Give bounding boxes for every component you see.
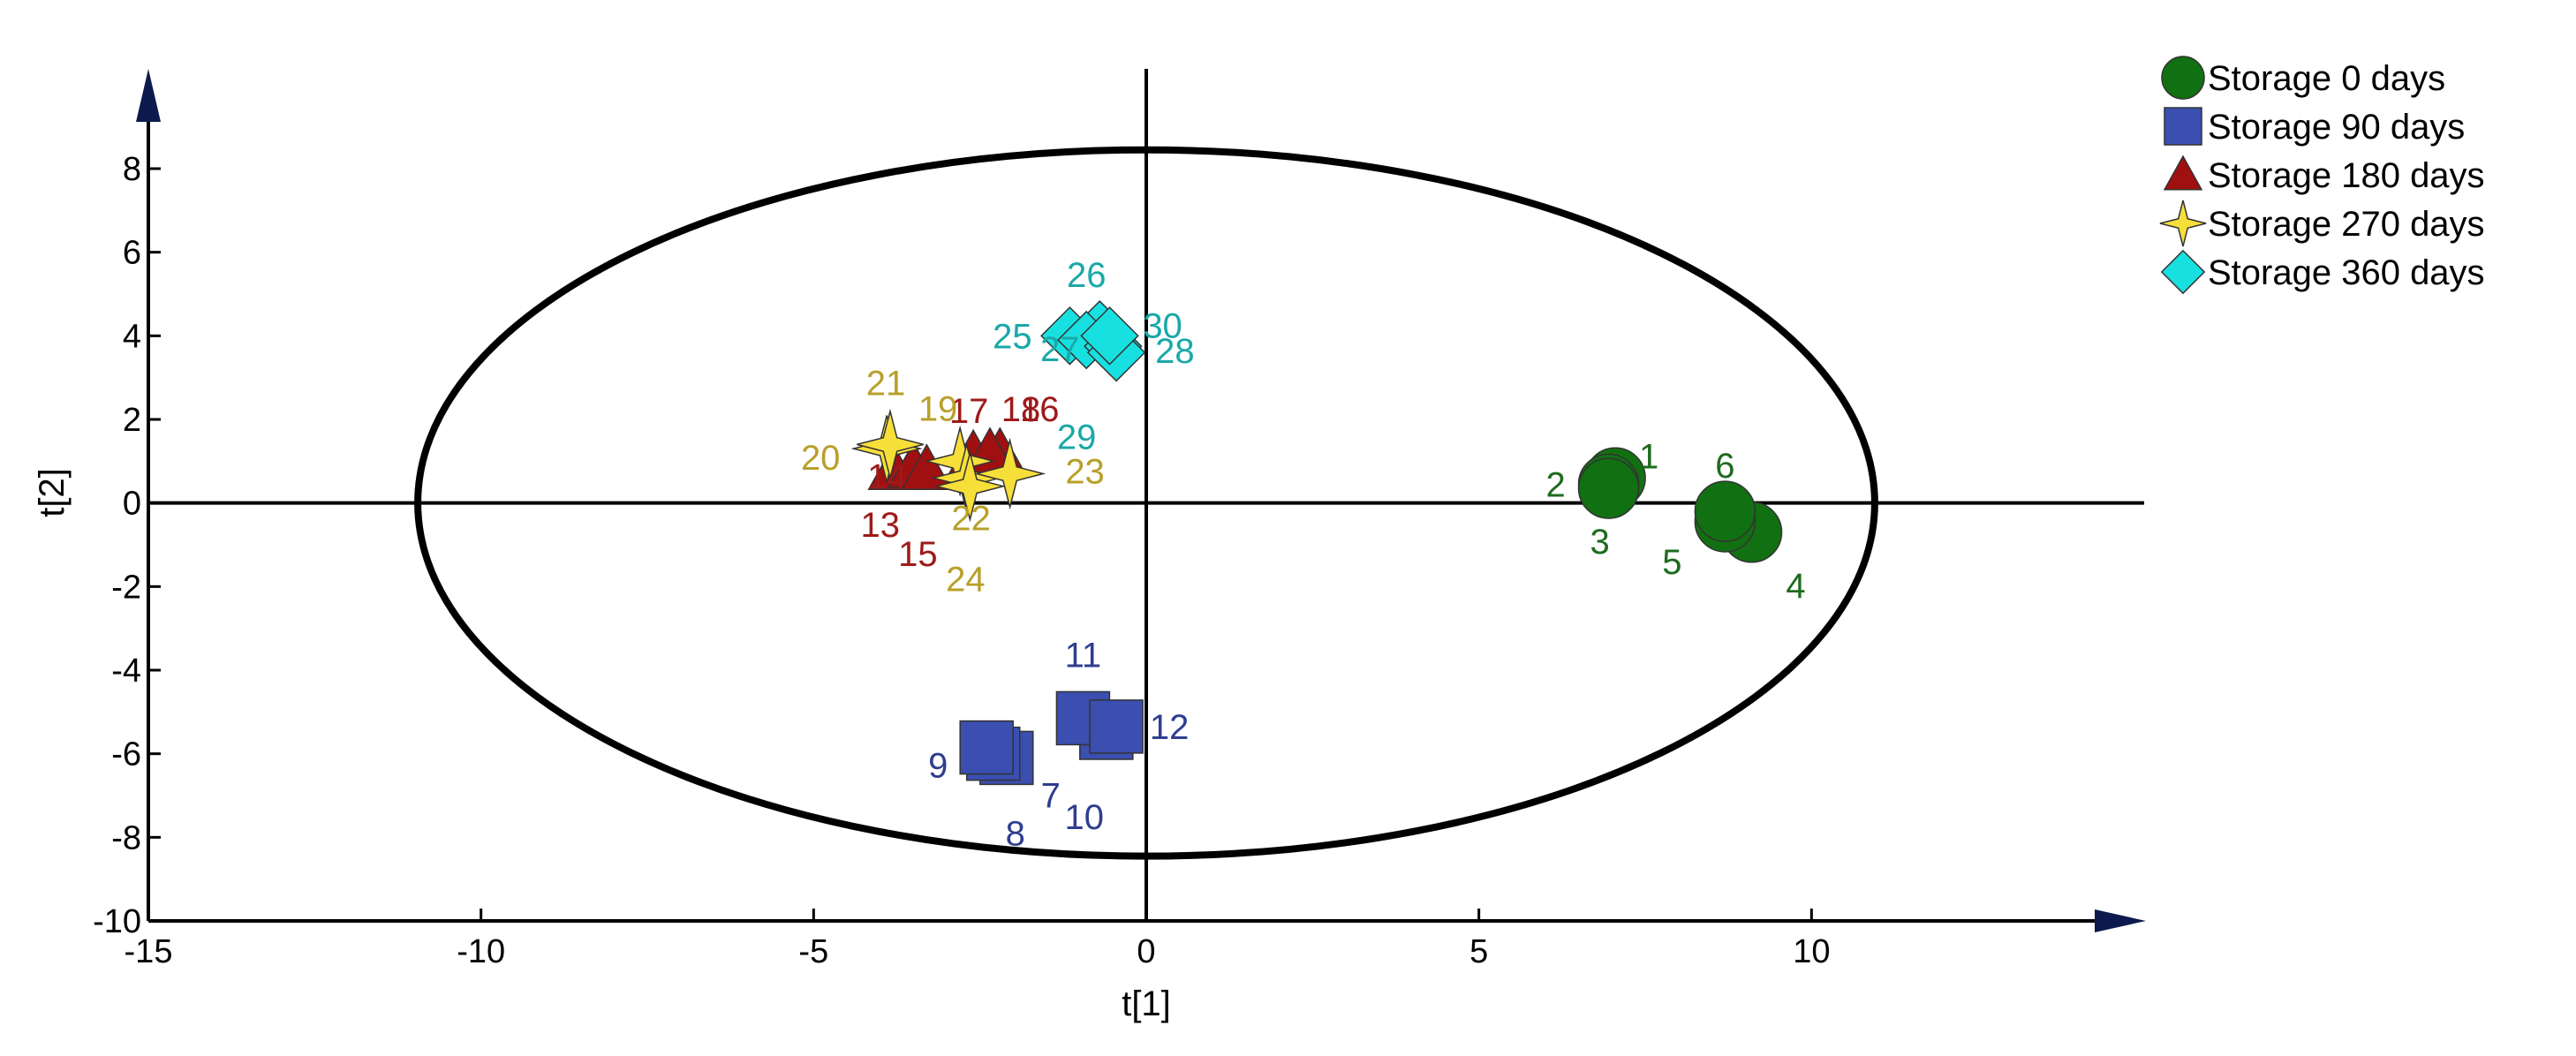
y-tick-label: 8 bbox=[123, 151, 141, 188]
legend-entry: Storage 270 days bbox=[2208, 205, 2485, 244]
data-point bbox=[857, 408, 924, 481]
point-label: 7 bbox=[1041, 776, 1061, 815]
y-tick-label: 0 bbox=[123, 486, 141, 523]
data-point bbox=[933, 450, 1007, 523]
data-point bbox=[1089, 699, 1144, 754]
point-label: 21 bbox=[866, 364, 906, 403]
legend-entry: Storage 90 days bbox=[2208, 108, 2465, 147]
data-point bbox=[924, 425, 996, 497]
data-point bbox=[1577, 457, 1640, 519]
point-label: 15 bbox=[898, 535, 938, 574]
point-label: 23 bbox=[1065, 453, 1105, 492]
legend-entry: Storage 0 days bbox=[2208, 59, 2445, 98]
point-label: 16 bbox=[1020, 390, 1060, 429]
x-tick-label: -5 bbox=[798, 933, 828, 970]
point-label: 13 bbox=[860, 506, 900, 545]
y-axis-title: t[2] bbox=[33, 468, 72, 517]
legend-entry: Storage 360 days bbox=[2208, 253, 2485, 292]
point-label: 24 bbox=[946, 561, 986, 600]
point-label: 10 bbox=[1065, 798, 1105, 837]
y-tick-label: -4 bbox=[111, 652, 141, 690]
data-point bbox=[1694, 480, 1756, 542]
point-label: 27 bbox=[1040, 330, 1080, 369]
point-label: 5 bbox=[1662, 543, 1681, 582]
legend-marker bbox=[2161, 56, 2205, 100]
point-label: 28 bbox=[1155, 332, 1195, 371]
point-label: 8 bbox=[1006, 815, 1025, 854]
x-axis-title: t[1] bbox=[1122, 984, 1171, 1023]
point-label: 20 bbox=[801, 439, 841, 478]
legend-marker bbox=[2159, 200, 2207, 247]
point-label: 9 bbox=[928, 747, 948, 786]
point-label: 2 bbox=[1545, 465, 1565, 504]
point-label: 1 bbox=[1639, 437, 1658, 476]
point-label: 29 bbox=[1057, 418, 1097, 456]
y-axis-arrow bbox=[136, 69, 161, 122]
x-tick-label: 0 bbox=[1137, 933, 1155, 970]
data-point bbox=[973, 437, 1046, 510]
x-tick-label: 5 bbox=[1469, 933, 1488, 970]
y-tick-label: -6 bbox=[111, 736, 141, 773]
x-tick-label: -15 bbox=[125, 933, 173, 970]
legend-marker bbox=[2164, 107, 2202, 146]
y-tick-label: -2 bbox=[111, 569, 141, 606]
y-tick-label: 2 bbox=[123, 402, 141, 439]
x-tick-label: -10 bbox=[457, 933, 505, 970]
legend: Storage 0 days Storage 90 days Storage 180… bbox=[2159, 56, 2485, 295]
point-label: 30 bbox=[1143, 306, 1182, 345]
y-tick-label: -8 bbox=[111, 819, 141, 856]
point-label: 26 bbox=[1067, 256, 1107, 295]
point-label: 12 bbox=[1150, 708, 1190, 747]
data-point bbox=[1080, 306, 1139, 366]
legend-marker bbox=[2160, 249, 2206, 295]
point-label: 3 bbox=[1590, 523, 1609, 562]
point-label: 4 bbox=[1786, 567, 1805, 606]
data-point bbox=[959, 720, 1014, 775]
y-tick-label: -10 bbox=[93, 903, 141, 940]
point-label: 18 bbox=[1001, 390, 1041, 429]
legend-entry: Storage 180 days bbox=[2208, 156, 2485, 195]
point-label: 22 bbox=[951, 499, 991, 538]
y-tick-label: 4 bbox=[123, 318, 141, 355]
points-layer bbox=[850, 299, 1783, 786]
point-label: 17 bbox=[949, 392, 989, 431]
x-axis-arrow bbox=[2095, 909, 2146, 932]
legend-marker bbox=[2163, 155, 2203, 191]
point-label: 14 bbox=[867, 457, 907, 496]
point-label: 11 bbox=[1065, 636, 1102, 675]
point-label: 19 bbox=[918, 389, 958, 428]
point-label: 6 bbox=[1715, 447, 1734, 486]
y-tick-label: 6 bbox=[123, 235, 141, 272]
x-tick-label: 10 bbox=[1793, 933, 1830, 970]
point-label: 25 bbox=[993, 317, 1032, 356]
